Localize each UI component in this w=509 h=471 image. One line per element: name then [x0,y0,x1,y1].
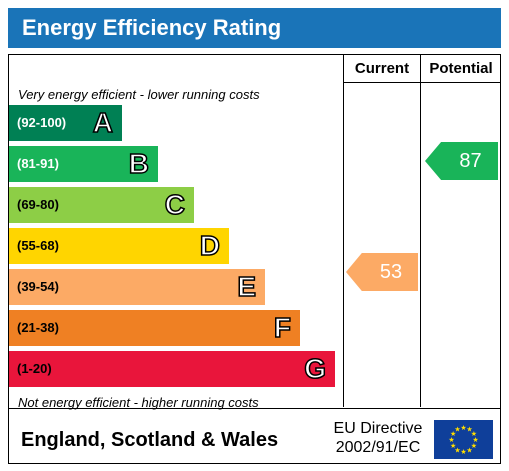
header-rule [343,82,500,83]
current-rating-arrow: 53 [346,253,418,291]
page-title: Energy Efficiency Rating [8,8,501,48]
rating-chart: Current Potential Very energy efficient … [8,54,501,464]
star-icon: ★ [454,426,460,434]
band-range: (92-100) [17,115,67,130]
band-letter: C [164,188,186,221]
region-label: England, Scotland & Wales [21,429,279,451]
band-range: (21-38) [17,320,59,335]
note-efficient: Very energy efficient - lower running co… [18,87,260,102]
star-icon: ★ [450,442,456,450]
potential-rating-arrow: 87 [425,142,498,180]
star-icon: ★ [466,446,472,454]
star-icon: ★ [450,430,456,438]
rating-band-f: (21-38) F [9,310,300,346]
rating-band-e: (39-54) E [9,269,265,305]
potential-rating-value: 87 [459,150,482,172]
band-letter: B [128,147,150,180]
star-icon: ★ [471,442,477,450]
star-icon: ★ [471,430,477,438]
band-range: (69-80) [17,197,59,212]
directive-line-2: 2002/91/EC [335,439,421,456]
eu-flag-icon: ★ ★ ★ ★ ★ ★ ★ ★ ★ ★ ★ ★ [434,420,493,459]
star-icon: ★ [448,436,454,444]
band-letter: E [237,270,257,303]
star-icon: ★ [466,426,472,434]
band-letter: G [303,352,326,385]
star-icon: ★ [460,424,466,432]
column-header-potential: Potential [429,60,493,77]
eu-directive: EU Directive 2002/91/EC [331,419,425,457]
band-letter: A [92,106,114,139]
star-icon: ★ [454,446,460,454]
current-rating-value: 53 [379,261,403,283]
divider-potential [420,55,421,407]
band-letter: D [199,229,221,262]
band-range: (39-54) [17,279,59,294]
band-letter: F [273,311,292,344]
band-range: (81-91) [17,156,59,171]
star-icon: ★ [472,436,478,444]
directive-line-1: EU Directive [333,420,423,437]
band-range: (55-68) [17,238,59,253]
rating-band-d: (55-68) D [9,228,229,264]
band-range: (1-20) [17,361,52,376]
rating-band-b: (81-91) B [9,146,158,182]
rating-band-a: (92-100) A [9,105,122,141]
rating-band-g: (1-20) G [9,351,335,387]
footer-rule [9,408,500,409]
column-header-current: Current [354,60,410,77]
note-inefficient: Not energy efficient - higher running co… [18,395,259,410]
rating-band-c: (69-80) C [9,187,194,223]
star-icon: ★ [460,448,466,456]
divider-current [343,55,344,407]
